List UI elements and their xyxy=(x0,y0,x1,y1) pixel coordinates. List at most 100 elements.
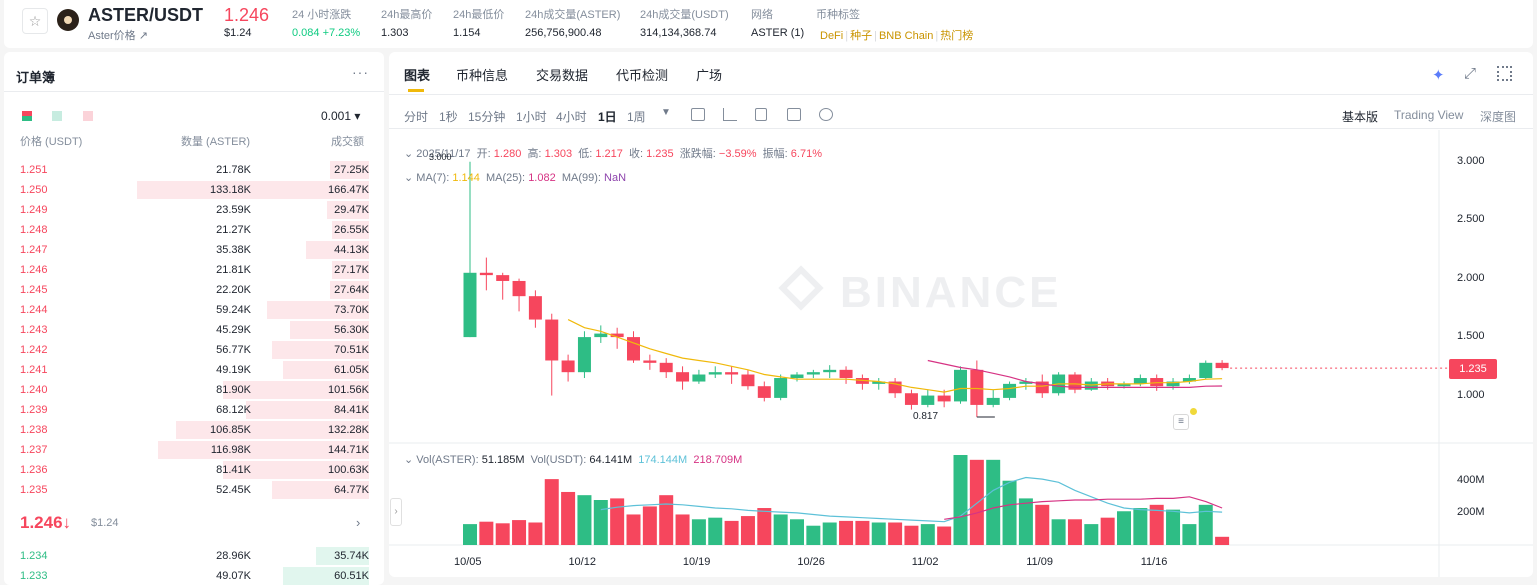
row-total: 29.47K xyxy=(334,204,369,216)
token-tag[interactable]: BNB Chain xyxy=(878,30,934,42)
row-qty: 68.12K xyxy=(216,404,251,416)
orderbook-row[interactable]: 1.249 23.59K 29.47K xyxy=(4,200,369,220)
news-marker-icon[interactable]: ≡ xyxy=(1173,414,1189,430)
candle-type-icon[interactable] xyxy=(755,108,767,121)
collapse-icon[interactable]: ⌄ xyxy=(404,172,414,184)
orderbook-row[interactable]: 1.238 106.85K 132.28K xyxy=(4,420,369,440)
token-tag[interactable]: DeFi xyxy=(820,30,844,42)
row-qty: 59.24K xyxy=(216,304,251,316)
collapse-icon[interactable]: ⌄ xyxy=(404,148,414,160)
orderbook-row[interactable]: 1.248 21.27K 26.55K xyxy=(4,220,369,240)
ai-sparkle-icon[interactable]: ✦ xyxy=(1432,67,1445,84)
depth-bar xyxy=(222,461,369,479)
token-tag[interactable]: 种子 xyxy=(850,30,873,42)
row-qty: 81.90K xyxy=(216,384,251,396)
indicator-line-icon[interactable] xyxy=(723,108,737,121)
token-tag[interactable]: 热门榜 xyxy=(940,30,974,42)
orderbook-row[interactable]: 1.243 45.29K 56.30K xyxy=(4,320,369,340)
depth-bar xyxy=(329,161,369,179)
candle-body xyxy=(806,372,820,375)
depth-bar xyxy=(329,281,369,299)
candle-body xyxy=(561,360,575,373)
orderbook-row[interactable]: 1.239 68.12K 84.41K xyxy=(4,400,369,420)
orderbook-row[interactable]: 1.236 81.41K 100.63K xyxy=(4,460,369,480)
orderbook-row[interactable]: 1.241 49.19K 61.05K xyxy=(4,360,369,380)
depth-bar xyxy=(306,241,369,259)
change-label: 涨跌幅: xyxy=(679,148,716,160)
candle-body xyxy=(921,395,935,405)
candle-body xyxy=(692,374,706,382)
fullscreen-icon[interactable]: ⤢ xyxy=(1464,65,1477,82)
view-option[interactable]: 深度图 xyxy=(1480,110,1517,124)
vol-aster-value: 51.185M xyxy=(481,454,525,466)
volume-bar xyxy=(544,479,559,545)
stat-value: 1.154 xyxy=(453,27,481,39)
tab-1[interactable]: 币种信息 xyxy=(456,68,509,83)
collapse-icon[interactable]: ⌄ xyxy=(404,454,414,466)
tab-3[interactable]: 代币检测 xyxy=(616,68,669,83)
chevron-right-icon[interactable]: › xyxy=(356,515,361,530)
mid-price: 1.246↓ xyxy=(20,513,72,532)
orderbook-row[interactable]: 1.247 35.38K 44.13K xyxy=(4,240,369,260)
orderbook-row[interactable]: 1.233 49.07K 60.51K xyxy=(4,566,369,585)
interval-option[interactable]: 1日 xyxy=(598,110,617,124)
volume-bar xyxy=(593,500,608,545)
amplitude-value: 6.71% xyxy=(790,148,822,160)
layout-grid-icon[interactable] xyxy=(1497,66,1512,81)
candle-body xyxy=(970,369,984,405)
candle-body xyxy=(1199,362,1213,379)
tab-4[interactable]: 广场 xyxy=(696,68,723,83)
asks-only-view-icon[interactable] xyxy=(82,111,93,121)
volume-bar xyxy=(659,495,674,545)
interval-option[interactable]: 1周 xyxy=(627,110,646,124)
orderbook-row[interactable]: 1.244 59.24K 73.70K xyxy=(4,300,369,320)
interval-option[interactable]: 1小时 xyxy=(516,110,547,124)
candlestick-chart[interactable] xyxy=(389,130,1533,577)
row-total: 64.77K xyxy=(334,484,369,496)
orderbook-row[interactable]: 1.250 133.18K 166.47K xyxy=(4,180,369,200)
view-option[interactable]: Trading View xyxy=(1394,108,1464,122)
orderbook-row[interactable]: 1.251 21.78K 27.25K xyxy=(4,160,369,180)
orderbook-row[interactable]: 1.242 56.77K 70.51K xyxy=(4,340,369,360)
interval-option[interactable]: 1秒 xyxy=(439,110,458,124)
candle-body xyxy=(594,333,608,338)
interval-option[interactable]: 15分钟 xyxy=(468,110,506,124)
orderbook-row[interactable]: 1.237 116.98K 144.71K xyxy=(4,440,369,460)
precision-dropdown[interactable]: 0.001 ▾ xyxy=(321,109,361,123)
aster-logo-icon xyxy=(57,9,79,31)
chart-settings-icon[interactable] xyxy=(819,108,833,121)
depth-bar xyxy=(157,441,369,459)
orderbook-row[interactable]: 1.245 22.20K 27.64K xyxy=(4,280,369,300)
row-total: 70.51K xyxy=(334,344,369,356)
stat-label: 24h成交量(USDT) xyxy=(640,9,729,21)
ma7-label: MA(7): xyxy=(416,172,450,184)
tab-2[interactable]: 交易数据 xyxy=(536,68,589,83)
tab-0[interactable]: 图表 xyxy=(404,68,431,83)
row-qty: 56.77K xyxy=(216,344,251,356)
bids-only-view-icon[interactable] xyxy=(52,111,63,121)
candle-body xyxy=(1133,378,1147,384)
both-sides-view-icon[interactable] xyxy=(22,111,32,121)
orderbook-row[interactable]: 1.246 21.81K 27.17K xyxy=(4,260,369,280)
ma99-label: MA(99): xyxy=(561,172,601,184)
volume-legend: ⌄ Vol(ASTER): 51.185M Vol(USDT): 64.141M… xyxy=(404,453,742,466)
ma25-label: MA(25): xyxy=(486,172,526,184)
orderbook-row[interactable]: 1.234 28.96K 35.74K xyxy=(4,546,369,566)
more-icon[interactable]: ··· xyxy=(352,64,369,80)
interval-dropdown-icon[interactable]: ▼ xyxy=(661,107,671,118)
token-tags: DeFi | 种子 | BNB Chain | 热门榜 xyxy=(820,27,973,43)
expand-panel-icon[interactable]: › xyxy=(390,498,402,526)
row-qty: 28.96K xyxy=(216,550,251,562)
interval-option[interactable]: 4小时 xyxy=(556,110,587,124)
calendar-icon[interactable] xyxy=(691,108,705,121)
depth-bar xyxy=(283,567,369,585)
volume-bar xyxy=(773,514,788,545)
view-option[interactable]: 基本版 xyxy=(1342,110,1379,124)
symbol-subtitle-link[interactable]: Aster价格 ↗ xyxy=(88,30,148,42)
orderbook-row[interactable]: 1.240 81.90K 101.56K xyxy=(4,380,369,400)
interval-option[interactable]: 分时 xyxy=(404,110,429,124)
orderbook-row[interactable]: 1.235 52.45K 64.77K xyxy=(4,480,369,500)
favorite-star-icon[interactable]: ☆ xyxy=(22,8,48,34)
symbol-title[interactable]: ASTER/USDT xyxy=(88,5,204,25)
drawing-settings-icon[interactable] xyxy=(787,108,801,121)
